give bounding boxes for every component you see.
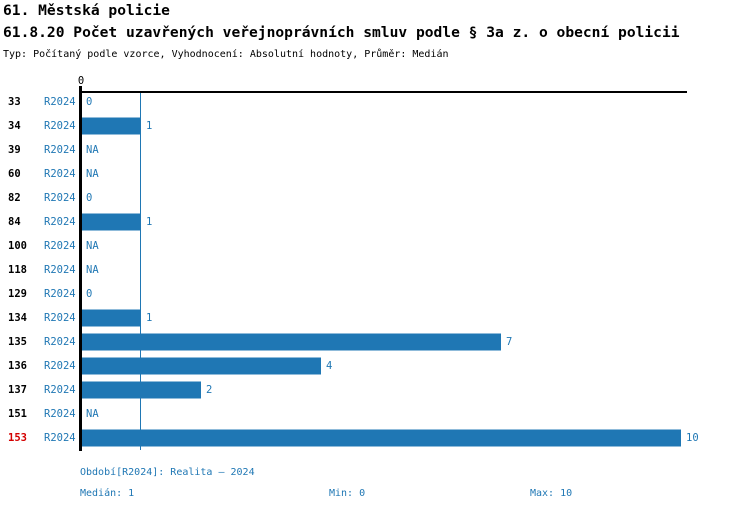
chart-row: 134 R2024 1 xyxy=(0,306,750,330)
series-label: R2024 xyxy=(44,120,76,132)
value-label: 2 xyxy=(206,384,213,396)
category-label: 137 xyxy=(8,384,27,396)
chart-row: 84 R2024 1 xyxy=(0,210,750,234)
chart-row: 60 R2024 NA xyxy=(0,162,750,186)
category-label: 39 xyxy=(8,144,21,156)
chart-row: 151 R2024 NA xyxy=(0,402,750,426)
bar xyxy=(82,357,321,375)
y-axis-line xyxy=(79,86,82,451)
series-label: R2024 xyxy=(44,336,76,348)
series-label: R2024 xyxy=(44,432,76,444)
value-label: NA xyxy=(86,168,99,180)
category-label: 100 xyxy=(8,240,27,252)
value-label: NA xyxy=(86,144,99,156)
series-label: R2024 xyxy=(44,312,76,324)
series-label: R2024 xyxy=(44,288,76,300)
series-label: R2024 xyxy=(44,384,76,396)
category-label: 135 xyxy=(8,336,27,348)
footer-median: Medián: 1 xyxy=(80,488,135,499)
series-label: R2024 xyxy=(44,408,76,420)
series-label: R2024 xyxy=(44,360,76,372)
value-label: 1 xyxy=(146,120,153,132)
category-label: 60 xyxy=(8,168,21,180)
category-label: 82 xyxy=(8,192,21,204)
value-label: NA xyxy=(86,264,99,276)
bar xyxy=(82,333,501,351)
bar xyxy=(82,117,141,135)
value-label: 0 xyxy=(86,192,93,204)
indicator-subtitle: 61.8.20 Počet uzavřených veřejnoprávních… xyxy=(3,24,680,41)
chart-row: 129 R2024 0 xyxy=(0,282,750,306)
footer-max: Max: 10 xyxy=(530,488,573,499)
chart-row: 118 R2024 NA xyxy=(0,258,750,282)
category-label: 136 xyxy=(8,360,27,372)
bar xyxy=(82,309,141,327)
chart-row: 34 R2024 1 xyxy=(0,114,750,138)
x-axis-zero-tick-label: 0 xyxy=(77,75,85,87)
series-label: R2024 xyxy=(44,240,76,252)
chart-row: 33 R2024 0 xyxy=(0,90,750,114)
series-label: R2024 xyxy=(44,192,76,204)
category-label: 84 xyxy=(8,216,21,228)
value-label: 10 xyxy=(686,432,699,444)
bar xyxy=(82,429,681,447)
category-label: 118 xyxy=(8,264,27,276)
indicator-meta: Typ: Počítaný podle vzorce, Vyhodnocení:… xyxy=(3,49,449,60)
chart-row: 82 R2024 0 xyxy=(0,186,750,210)
series-label: R2024 xyxy=(44,168,76,180)
x-axis-line xyxy=(80,91,687,93)
series-label: R2024 xyxy=(44,144,76,156)
chart-row: 39 R2024 NA xyxy=(0,138,750,162)
category-label: 33 xyxy=(8,96,21,108)
value-label: 1 xyxy=(146,216,153,228)
value-label: 0 xyxy=(86,288,93,300)
median-reference-line xyxy=(140,93,141,450)
value-label: 0 xyxy=(86,96,93,108)
series-label: R2024 xyxy=(44,264,76,276)
value-label: NA xyxy=(86,240,99,252)
bar xyxy=(82,381,201,399)
category-label: 134 xyxy=(8,312,27,324)
footer-period: Období[R2024]: Realita – 2024 xyxy=(80,467,255,478)
value-label: 4 xyxy=(326,360,333,372)
footer-min: Min: 0 xyxy=(329,488,366,499)
value-label: 1 xyxy=(146,312,153,324)
chart-row: 100 R2024 NA xyxy=(0,234,750,258)
series-label: R2024 xyxy=(44,216,76,228)
value-label: NA xyxy=(86,408,99,420)
category-label: 151 xyxy=(8,408,27,420)
series-label: R2024 xyxy=(44,96,76,108)
chart-rows: 33 R2024 0 34 R2024 1 39 R2024 NA 60 R2024 NA 82 R202… xyxy=(0,90,750,450)
bar xyxy=(82,213,141,231)
category-label: 129 xyxy=(8,288,27,300)
category-label-highlighted: 153 xyxy=(8,432,27,444)
value-label: 7 xyxy=(506,336,513,348)
chart-row: 137 R2024 2 xyxy=(0,378,750,402)
chart-row: 135 R2024 7 xyxy=(0,330,750,354)
report-title: 61. Městská policie xyxy=(3,2,170,19)
category-label: 34 xyxy=(8,120,21,132)
chart-row: 136 R2024 4 xyxy=(0,354,750,378)
chart-row: 153 R2024 10 xyxy=(0,426,750,450)
